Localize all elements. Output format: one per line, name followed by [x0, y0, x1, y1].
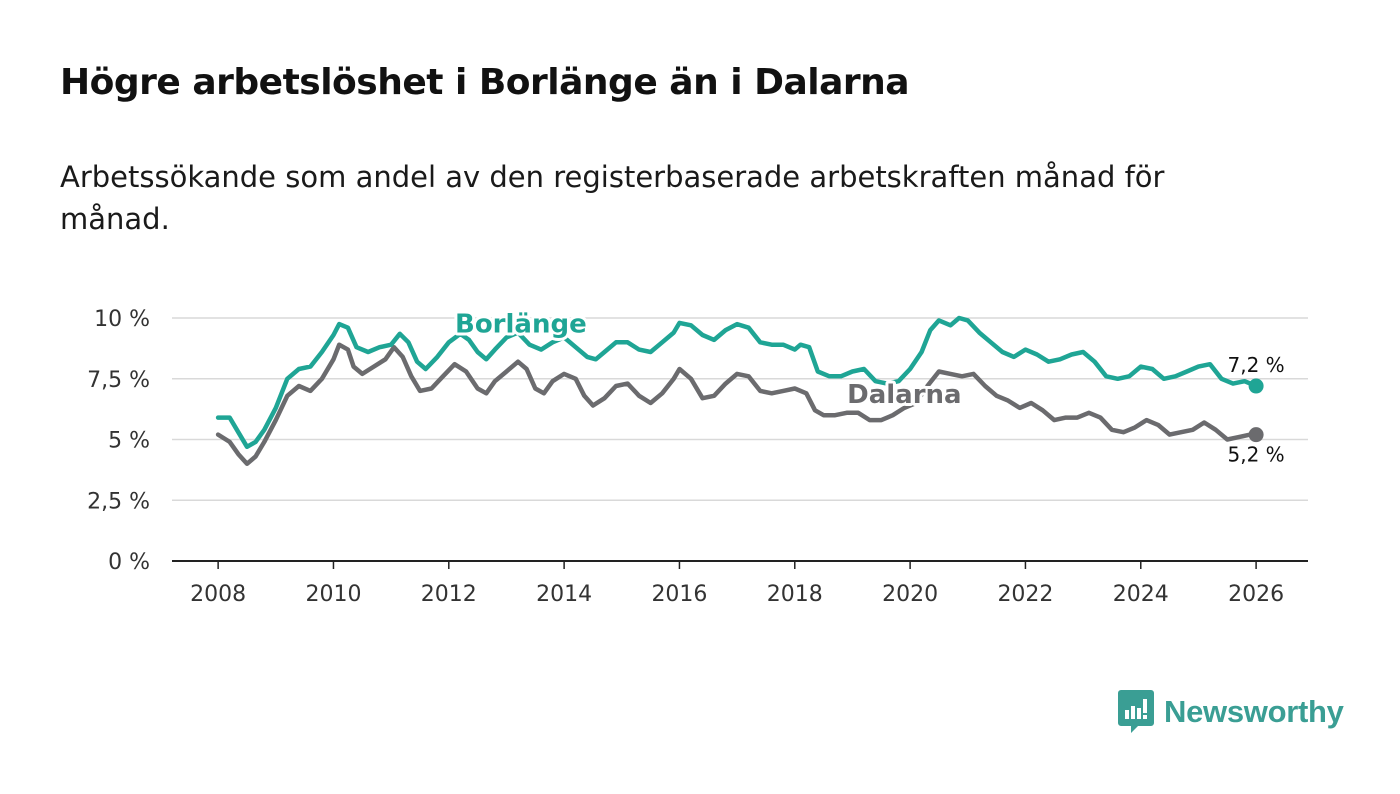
end-point-dalarna	[1248, 427, 1264, 443]
series-label-borlnge: Borlänge	[455, 310, 587, 340]
y-tick-label: 7,5 %	[87, 368, 150, 393]
y-tick-label: 10 %	[94, 307, 150, 332]
end-value-label-borlnge: 7,2 %	[1228, 353, 1285, 377]
x-tick-label: 2020	[882, 582, 938, 607]
series-line-borlnge	[215, 315, 1259, 450]
brand-logo: Newsworthy	[1118, 690, 1344, 734]
chart-title: Högre arbetslöshet i Borlänge än i Dalar…	[60, 62, 910, 103]
line-chart: 0 % 2,5 % 5 % 7,5 % 10 % 2008 2010 2012 2014 2016…	[87, 307, 1308, 607]
end-value-label-dalarna: 5,2 %	[1228, 443, 1285, 467]
series-label-dalarna: Dalarna	[847, 380, 961, 410]
y-tick-label: 5 %	[108, 429, 150, 454]
x-tick-label: 2022	[997, 582, 1053, 607]
x-tick-label: 2008	[190, 582, 246, 607]
y-tick-label: 2,5 %	[87, 489, 150, 514]
x-tick-label: 2010	[305, 582, 361, 607]
chart-subtitle: Arbetssökande som andel av den registerb…	[60, 160, 1165, 236]
x-tick-label: 2026	[1228, 582, 1284, 607]
y-tick-label: 0 %	[108, 550, 150, 575]
x-tick-label: 2018	[767, 582, 823, 607]
x-tick-label: 2012	[421, 582, 477, 607]
series-line-dalarna	[215, 342, 1259, 467]
brand-name: Newsworthy	[1164, 694, 1344, 729]
x-tick-label: 2016	[651, 582, 707, 607]
newsworthy-logo-icon	[1118, 690, 1154, 733]
x-tick-label: 2014	[536, 582, 592, 607]
x-tick-label: 2024	[1113, 582, 1169, 607]
end-point-borlnge	[1248, 378, 1264, 394]
